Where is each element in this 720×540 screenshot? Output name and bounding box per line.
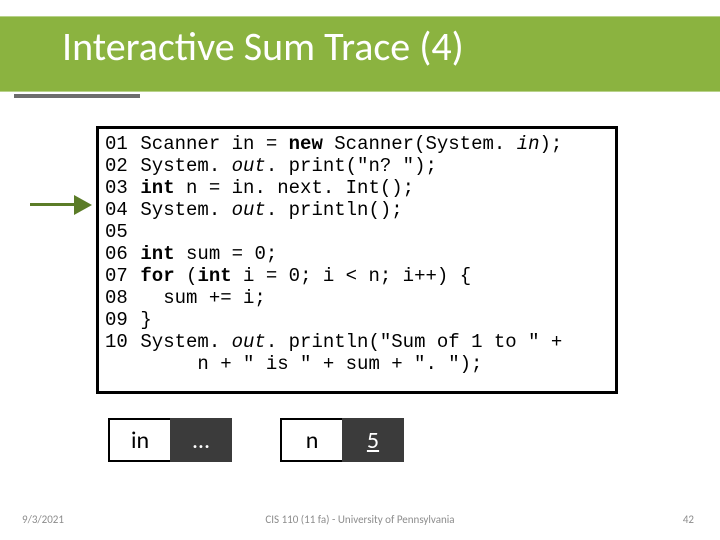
variable-trace: in… n5 — [108, 418, 404, 462]
arrow-head-icon — [74, 195, 92, 215]
slide: Interactive Sum Trace (4) 01 Scanner in … — [0, 0, 720, 540]
code-box: 01 Scanner in = new Scanner(System. in);… — [96, 126, 618, 394]
current-line-arrow — [30, 190, 94, 222]
var-label: n — [280, 418, 342, 462]
var-value: … — [170, 418, 232, 462]
var-pair: in… — [108, 418, 232, 462]
title-underline — [14, 94, 140, 98]
var-label: in — [108, 418, 170, 462]
footer-page-number: 42 — [683, 513, 694, 526]
var-value: 5 — [342, 418, 404, 462]
arrow-shaft-icon — [30, 203, 76, 206]
slide-title: Interactive Sum Trace (4) — [62, 22, 464, 71]
footer-center: CIS 110 (11 fa) - University of Pennsylv… — [0, 513, 720, 526]
var-pair: n5 — [280, 418, 404, 462]
